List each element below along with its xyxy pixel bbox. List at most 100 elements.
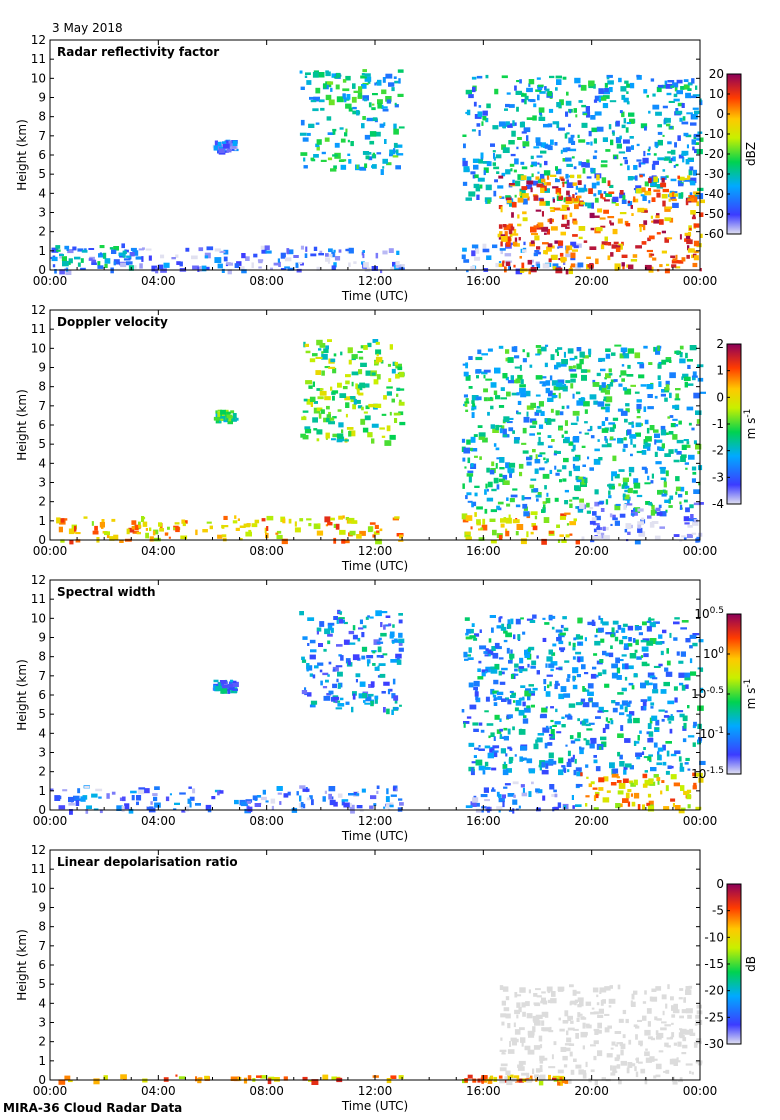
data-cell: [361, 788, 366, 793]
data-cell: [633, 478, 639, 484]
data-cell: [670, 753, 677, 757]
data-cell: [695, 806, 702, 810]
data-cell: [536, 655, 539, 659]
data-cell: [500, 425, 505, 430]
data-cell: [559, 208, 567, 211]
data-cell: [555, 708, 558, 713]
data-cell: [508, 229, 513, 235]
data-cell: [561, 214, 565, 220]
data-cell: [669, 765, 674, 769]
data-cell: [138, 524, 142, 528]
data-cell: [532, 687, 538, 691]
data-cell: [627, 200, 630, 204]
data-cell: [555, 667, 563, 670]
data-cell: [487, 1079, 493, 1084]
data-cell: [399, 534, 403, 539]
data-cell: [564, 489, 569, 493]
data-cell: [620, 370, 627, 376]
data-cell: [303, 157, 306, 162]
data-cell: [473, 687, 478, 691]
data-cell: [654, 727, 660, 730]
data-cell: [482, 770, 486, 775]
data-cell: [470, 436, 476, 443]
data-cell: [398, 411, 404, 416]
data-cell: [375, 341, 380, 345]
data-cell: [669, 1036, 673, 1040]
data-cell: [589, 467, 594, 471]
data-cell: [387, 363, 391, 367]
data-cell: [588, 698, 593, 702]
data-cell: [672, 202, 679, 208]
data-cell: [682, 715, 688, 722]
data-cell: [680, 651, 686, 657]
data-cell: [476, 519, 481, 525]
data-cell: [681, 1052, 687, 1055]
data-cell: [679, 1034, 685, 1039]
data-cell: [80, 267, 86, 270]
data-cell: [356, 534, 362, 539]
x-tick-label: 20:00: [574, 814, 609, 828]
data-cell: [509, 232, 513, 238]
data-cell: [345, 103, 352, 109]
data-cell: [549, 1026, 552, 1032]
data-cell: [549, 681, 552, 687]
data-cell: [623, 437, 627, 441]
data-cell: [499, 248, 506, 251]
data-cell: [639, 363, 645, 369]
data-cell: [188, 786, 192, 789]
data-cell: [355, 399, 361, 404]
data-cell: [640, 699, 648, 702]
data-cell: [349, 530, 356, 536]
data-cell: [270, 798, 276, 804]
data-cell: [328, 99, 335, 106]
data-cell: [55, 245, 61, 249]
data-cell: [633, 740, 637, 746]
data-cell: [273, 262, 280, 266]
data-cell: [516, 80, 520, 83]
data-cell: [494, 367, 501, 374]
data-cell: [585, 739, 590, 746]
data-cell: [551, 395, 558, 398]
y-tick-label: 10: [31, 611, 46, 625]
data-cell: [547, 243, 553, 248]
data-cell: [355, 383, 358, 390]
data-cell: [662, 105, 668, 109]
data-cell: [468, 94, 474, 99]
data-cell: [517, 634, 521, 640]
data-cell: [605, 149, 611, 152]
data-cell: [570, 1069, 575, 1075]
data-cell: [662, 744, 666, 751]
data-cell: [490, 1075, 493, 1080]
data-cell: [264, 527, 267, 533]
data-cell: [299, 611, 304, 616]
data-cell: [505, 528, 508, 532]
data-cell: [393, 412, 401, 416]
data-cell: [618, 469, 625, 472]
data-cell: [348, 262, 351, 267]
data-cell: [535, 353, 541, 356]
data-cell: [625, 223, 631, 227]
data-cell: [503, 727, 508, 731]
data-cell: [234, 263, 240, 268]
data-cell: [580, 88, 586, 91]
data-cell: [683, 672, 690, 678]
colorbar-tick-label: 0: [716, 390, 724, 404]
data-cell: [687, 673, 690, 677]
data-cell: [683, 79, 689, 82]
data-cell: [536, 670, 540, 675]
data-cell: [680, 807, 686, 811]
data-cell: [658, 446, 665, 451]
data-cell: [388, 248, 394, 253]
data-cell: [516, 1002, 521, 1008]
y-tick-label: 9: [38, 91, 46, 105]
data-cell: [502, 261, 505, 267]
data-cell: [362, 151, 370, 155]
data-cell: [375, 131, 381, 137]
data-cell: [633, 792, 640, 799]
data-cell: [614, 1031, 622, 1034]
data-cell: [660, 468, 666, 474]
data-cell: [637, 527, 643, 533]
data-cell: [602, 650, 607, 656]
data-cell: [595, 793, 599, 799]
data-cell: [512, 799, 518, 805]
